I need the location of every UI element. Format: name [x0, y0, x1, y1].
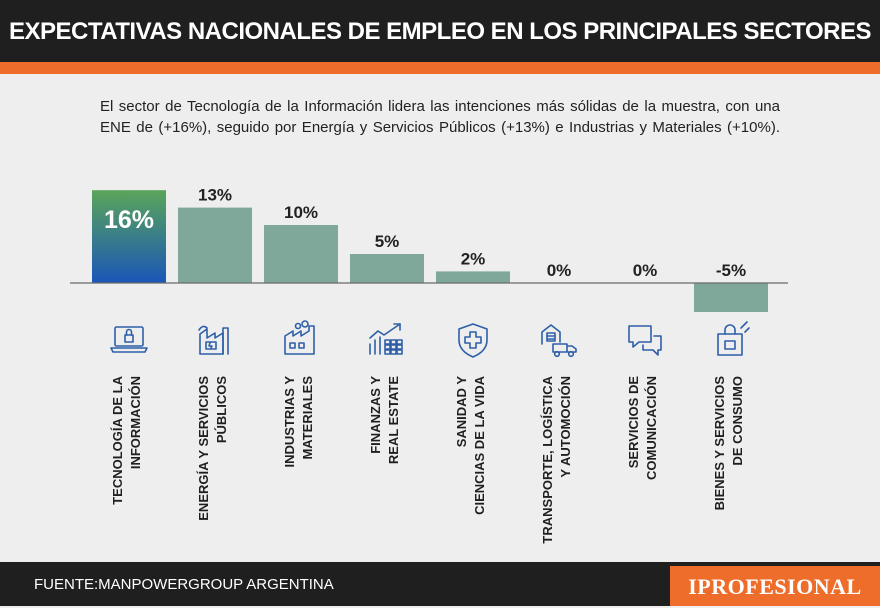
- brand-logo: IPROFESIONAL: [670, 566, 880, 606]
- bar-value-label: 2%: [461, 249, 486, 268]
- transport-truck-icon: [541, 324, 577, 358]
- chat-bubbles-icon: [628, 325, 662, 356]
- bar-value-label: 13%: [198, 186, 232, 205]
- bar-value-label: -5%: [716, 261, 746, 280]
- bar-4: [436, 271, 510, 283]
- bar-2: [264, 225, 338, 283]
- source-note: FUENTE:MANPOWERGROUP ARGENTINA: [34, 576, 334, 593]
- category-label: SERVICIOS DE: [626, 376, 641, 469]
- bar-0: [92, 190, 166, 283]
- footer-bar: FUENTE:MANPOWERGROUP ARGENTINA IPROFESIO…: [0, 562, 880, 606]
- category-label: CIENCIAS DE LA VIDA: [472, 375, 487, 515]
- category-label: FINANZAS Y: [368, 376, 383, 454]
- consumer-bag-icon: [717, 321, 750, 356]
- industry-icon: [284, 320, 315, 355]
- bar-7: [694, 283, 768, 312]
- category-label: BIENES Y SERVICIOS: [712, 376, 727, 511]
- finance-chart-icon: [369, 323, 403, 355]
- bar-1: [178, 207, 252, 283]
- category-label: INFORMACIÓN: [128, 376, 143, 469]
- chart-subtitle: El sector de Tecnología de la Informació…: [100, 98, 780, 136]
- bar-value-label: 0%: [633, 261, 658, 280]
- bar-value-label: 16%: [104, 206, 154, 234]
- category-label: ENERGÍA Y SERVICIOS: [196, 376, 211, 521]
- category-label: TECNOLOGÍA DE LA: [110, 375, 125, 504]
- bar-value-label: 10%: [284, 203, 318, 222]
- page-title: EXPECTATIVAS NACIONALES DE EMPLEO EN LOS…: [8, 18, 872, 45]
- header-accent-stripe: [0, 62, 880, 74]
- bar-3: [350, 254, 424, 283]
- header-bar: EXPECTATIVAS NACIONALES DE EMPLEO EN LOS…: [0, 0, 880, 62]
- category-label: REAL ESTATE: [386, 376, 401, 464]
- category-label: TRANSPORTE, LOGÍSTICA: [540, 375, 555, 543]
- category-label: SANIDAD Y: [454, 376, 469, 448]
- category-label: PÚBLICOS: [214, 376, 229, 444]
- bar-chart: 16% 13% 10% 5% 2% 0% 0% -5% TECNOLOGÍA DE LA INF…: [70, 186, 788, 544]
- health-shield-icon: [458, 323, 488, 358]
- category-label: MATERIALES: [300, 376, 315, 460]
- bar-value-label: 5%: [375, 232, 400, 251]
- category-label: COMUNICACIÓN: [644, 376, 659, 480]
- category-label: DE CONSUMO: [730, 376, 745, 466]
- category-label: INDUSTRIAS Y: [282, 376, 297, 468]
- category-label: Y AUTOMOCIÓN: [558, 376, 573, 478]
- bar-value-label: 0%: [547, 261, 572, 280]
- energy-factory-icon: [198, 325, 229, 355]
- laptop-lock-icon: [110, 326, 148, 353]
